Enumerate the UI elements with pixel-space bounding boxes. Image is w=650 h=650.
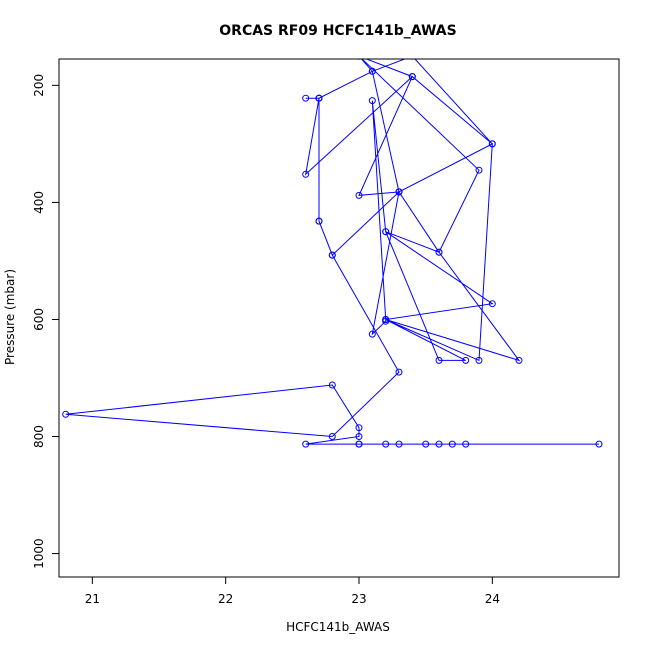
plot-frame xyxy=(58,58,620,578)
data-point xyxy=(462,356,470,364)
data-point xyxy=(410,59,415,60)
data-point xyxy=(368,330,376,338)
data-point xyxy=(355,191,363,199)
y-axis: 200 400 600 800 1000 xyxy=(32,74,59,569)
data-point xyxy=(357,59,361,60)
data-point xyxy=(408,73,416,81)
data-point xyxy=(448,440,456,448)
x-axis-label: HCFC141b_AWAS xyxy=(286,620,390,634)
data-point xyxy=(462,440,470,448)
data-point xyxy=(382,228,390,236)
y-tick-label: 1000 xyxy=(32,538,46,569)
data-point xyxy=(62,410,70,418)
chart-title: ORCAS RF09 HCFC141b_AWAS xyxy=(219,23,456,39)
data-point xyxy=(422,440,430,448)
x-tick-label: 21 xyxy=(85,592,100,606)
data-point xyxy=(328,433,336,440)
data-point xyxy=(382,440,390,448)
y-tick-label: 800 xyxy=(32,425,46,448)
data-point xyxy=(355,424,363,432)
data-point xyxy=(395,188,403,196)
data-point xyxy=(315,217,323,225)
data-point xyxy=(475,166,483,174)
data-point xyxy=(355,433,363,440)
data-point xyxy=(595,440,603,448)
data-point xyxy=(368,97,376,105)
data-point xyxy=(368,67,376,75)
data-point xyxy=(435,440,443,448)
data-point xyxy=(435,248,443,256)
data-point xyxy=(395,440,403,448)
data-point xyxy=(302,94,310,102)
x-axis: 21 22 23 24 xyxy=(85,577,500,606)
data-point xyxy=(328,381,336,389)
data-point xyxy=(515,356,523,364)
data-point xyxy=(435,356,443,364)
y-tick-label: 600 xyxy=(32,308,46,331)
data-point xyxy=(475,356,483,364)
data-point xyxy=(355,440,363,448)
data-point xyxy=(488,140,496,148)
data-point xyxy=(357,59,361,60)
y-tick-label: 200 xyxy=(32,74,46,97)
x-tick-label: 24 xyxy=(485,592,500,606)
data-point xyxy=(395,368,403,376)
data-point xyxy=(302,440,310,448)
data-point xyxy=(328,251,336,259)
series-line xyxy=(65,59,599,445)
data-point xyxy=(488,300,496,308)
data-point xyxy=(315,94,323,102)
x-tick-label: 22 xyxy=(218,592,233,606)
data-point xyxy=(302,170,310,178)
series-group xyxy=(62,59,603,448)
data-point xyxy=(382,316,390,323)
y-axis-label: Pressure (mbar) xyxy=(3,269,17,365)
y-tick-label: 400 xyxy=(32,191,46,214)
x-tick-label: 23 xyxy=(351,592,366,606)
